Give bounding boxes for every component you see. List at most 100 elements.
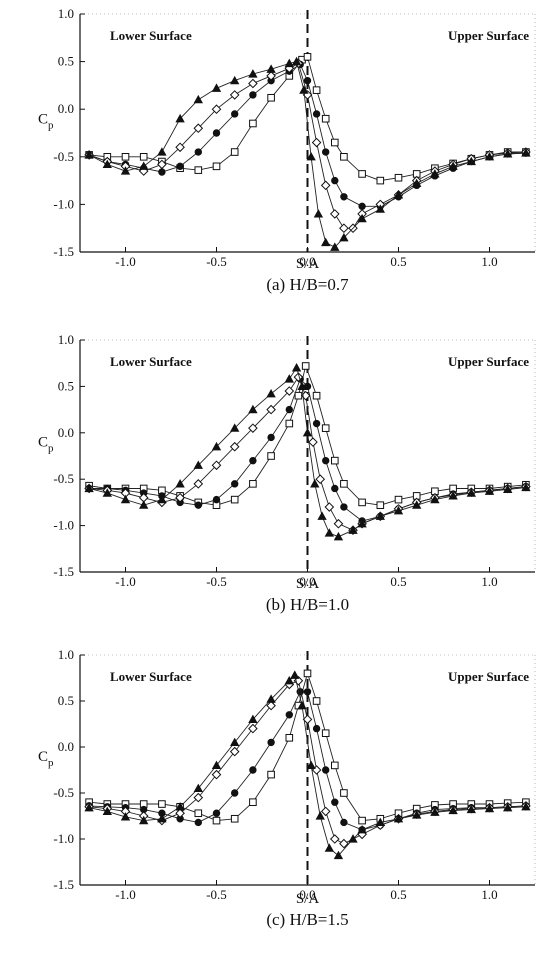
data-point-square — [140, 154, 147, 161]
y-axis-label: Cp — [38, 435, 54, 455]
data-point-square — [231, 496, 238, 503]
data-point-square — [122, 154, 129, 161]
data-point-square — [231, 815, 238, 822]
x-tick-label: -1.0 — [115, 254, 136, 269]
chart-panel: 1.00.50.0-0.5-1.0-1.5-1.0 -0.5 0.0 0.5 1.0S/… — [38, 6, 535, 294]
data-point-triangle — [318, 512, 326, 519]
data-point-square — [268, 453, 275, 460]
data-point-square — [341, 481, 348, 488]
data-point-circle — [341, 193, 348, 200]
data-point-diamond — [231, 91, 239, 99]
data-point-square — [213, 163, 220, 170]
data-point-square — [286, 735, 293, 742]
data-point-circle — [213, 496, 220, 503]
data-point-triangle — [213, 84, 221, 91]
data-point-triangle — [267, 390, 275, 397]
data-point-triangle — [122, 496, 130, 503]
data-point-square — [322, 115, 329, 122]
chart-caption: (a) H/B=0.7 — [266, 275, 349, 294]
y-axis-label-subscript: p — [48, 119, 54, 131]
y-tick-label: -0.5 — [53, 785, 74, 800]
data-point-circle — [231, 111, 238, 118]
data-point-square — [159, 801, 166, 808]
data-point-square — [313, 392, 320, 399]
data-point-diamond — [322, 807, 330, 815]
data-point-triangle — [231, 77, 239, 84]
data-point-diamond — [313, 138, 321, 146]
data-point-triangle — [291, 671, 299, 678]
y-tick-label: -0.5 — [53, 471, 74, 486]
x-tick-label: 0.5 — [390, 254, 406, 269]
y-tick-label: 0.5 — [58, 54, 74, 69]
data-point-triangle — [158, 815, 166, 822]
y-tick-label: 1.0 — [58, 6, 74, 21]
data-point-triangle — [304, 429, 312, 436]
data-point-circle — [332, 799, 339, 806]
y-axis-label-main: C — [38, 749, 48, 765]
data-point-circle — [213, 130, 220, 137]
data-point-square — [395, 174, 402, 181]
data-point-circle — [195, 819, 202, 826]
data-point-diamond — [316, 475, 324, 483]
data-point-circle — [250, 457, 257, 464]
data-point-circle — [195, 149, 202, 156]
x-tick-label: -1.0 — [115, 574, 136, 589]
y-tick-label: -0.5 — [53, 149, 74, 164]
y-axis-label: Cp — [38, 749, 54, 769]
data-point-diamond — [249, 725, 257, 733]
y-tick-label: -1.0 — [53, 518, 74, 533]
y-tick-label: 0.0 — [58, 425, 74, 440]
data-point-square — [286, 420, 293, 427]
data-point-circle — [231, 790, 238, 797]
data-point-square — [359, 171, 366, 178]
y-tick-label: -1.5 — [53, 564, 74, 579]
data-point-square — [395, 496, 402, 503]
data-point-circle — [213, 810, 220, 817]
data-point-triangle — [314, 210, 322, 217]
data-point-square — [250, 799, 257, 806]
data-point-circle — [341, 819, 348, 826]
data-point-circle — [341, 504, 348, 511]
data-point-square — [295, 392, 302, 399]
data-point-diamond — [322, 181, 330, 189]
x-tick-label: -0.5 — [206, 574, 227, 589]
data-point-square — [195, 167, 202, 174]
x-axis-label: S/A — [296, 256, 320, 272]
data-point-square — [250, 481, 257, 488]
y-axis-label: Cp — [38, 111, 54, 131]
data-point-square — [313, 87, 320, 94]
x-tick-label: 0.5 — [390, 887, 406, 902]
y-tick-label: -1.0 — [53, 831, 74, 846]
data-point-circle — [359, 203, 366, 210]
data-point-circle — [195, 502, 202, 509]
data-point-square — [341, 790, 348, 797]
data-point-diamond — [331, 835, 339, 843]
y-tick-label: 0.5 — [58, 378, 74, 393]
data-point-square — [268, 94, 275, 101]
y-axis-label-subscript: p — [48, 757, 54, 769]
data-point-square — [322, 730, 329, 737]
data-point-diamond — [331, 210, 339, 218]
annotation-upper-surface: Upper Surface — [448, 669, 529, 684]
data-point-circle — [250, 767, 257, 774]
data-point-square — [377, 177, 384, 184]
data-point-circle — [313, 420, 320, 427]
data-point-square — [359, 499, 366, 506]
data-point-circle — [286, 406, 293, 413]
y-tick-label: 1.0 — [58, 332, 74, 347]
x-tick-label: 1.0 — [481, 887, 497, 902]
y-axis-label-main: C — [38, 111, 48, 127]
data-point-square — [332, 762, 339, 769]
data-point-diamond — [340, 224, 348, 232]
data-point-square — [250, 120, 257, 127]
data-point-square — [332, 457, 339, 464]
data-point-square — [332, 139, 339, 146]
data-point-diamond — [231, 748, 239, 756]
data-point-circle — [286, 712, 293, 719]
data-point-square — [304, 670, 311, 677]
x-tick-label: 1.0 — [481, 254, 497, 269]
data-point-triangle — [267, 65, 275, 72]
y-tick-label: 0.5 — [58, 693, 74, 708]
y-axis-label-subscript: p — [48, 443, 54, 455]
data-point-circle — [304, 689, 311, 696]
